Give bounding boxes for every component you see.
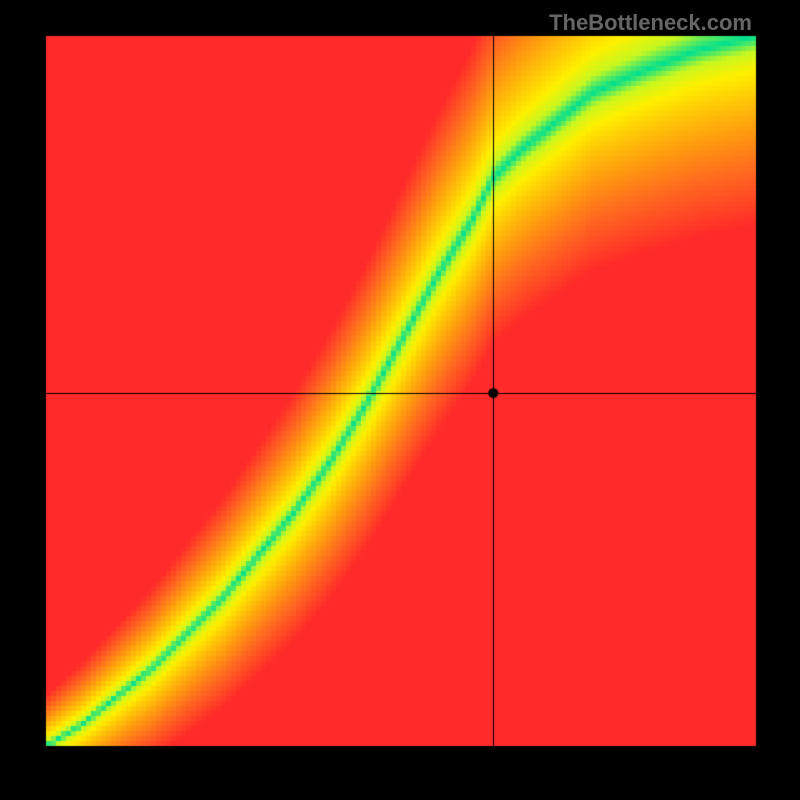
heatmap-canvas — [0, 0, 800, 800]
watermark-text: TheBottleneck.com — [549, 10, 752, 36]
chart-container: TheBottleneck.com — [0, 0, 800, 800]
